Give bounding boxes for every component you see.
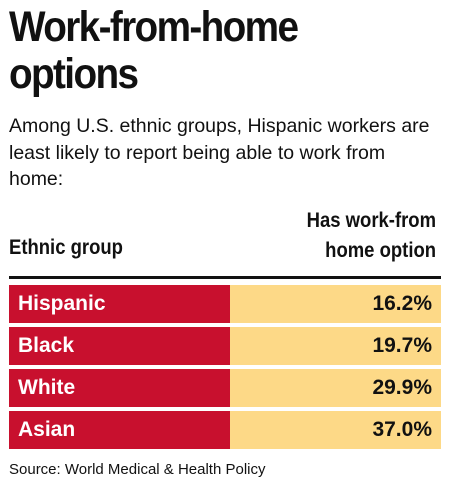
chart-title: Work-from-home options	[9, 4, 398, 98]
column-header-line-2: home option	[325, 239, 436, 262]
column-header-work-from-home: Has work-from home option	[307, 206, 436, 266]
row-value: 29.9%	[230, 369, 441, 407]
table-row: White 29.9%	[9, 369, 441, 407]
row-value: 37.0%	[230, 411, 441, 449]
data-table: Hispanic 16.2% Black 19.7% White 29.9% Asian 37…	[9, 285, 441, 453]
chart-subtitle: Among U.S. ethnic groups, Hispanic worke…	[9, 115, 430, 190]
column-header-ethnic-group: Ethnic group	[9, 236, 123, 259]
column-header-line-1: Has work-from	[306, 209, 436, 232]
row-value: 16.2%	[230, 285, 441, 323]
chart-title-line-2: options	[9, 50, 139, 98]
row-label: Asian	[9, 411, 230, 449]
row-value: 19.7%	[230, 327, 441, 365]
chart-title-line-1: Work-from-home	[9, 3, 299, 51]
row-label: Hispanic	[9, 285, 230, 323]
table-row: Black 19.7%	[9, 327, 441, 365]
row-label: White	[9, 369, 230, 407]
source-note: Source: World Medical & Health Policy	[9, 461, 266, 478]
header-rule	[9, 276, 441, 279]
table-row: Hispanic 16.2%	[9, 285, 441, 323]
table-row: Asian 37.0%	[9, 411, 441, 449]
row-label: Black	[9, 327, 230, 365]
